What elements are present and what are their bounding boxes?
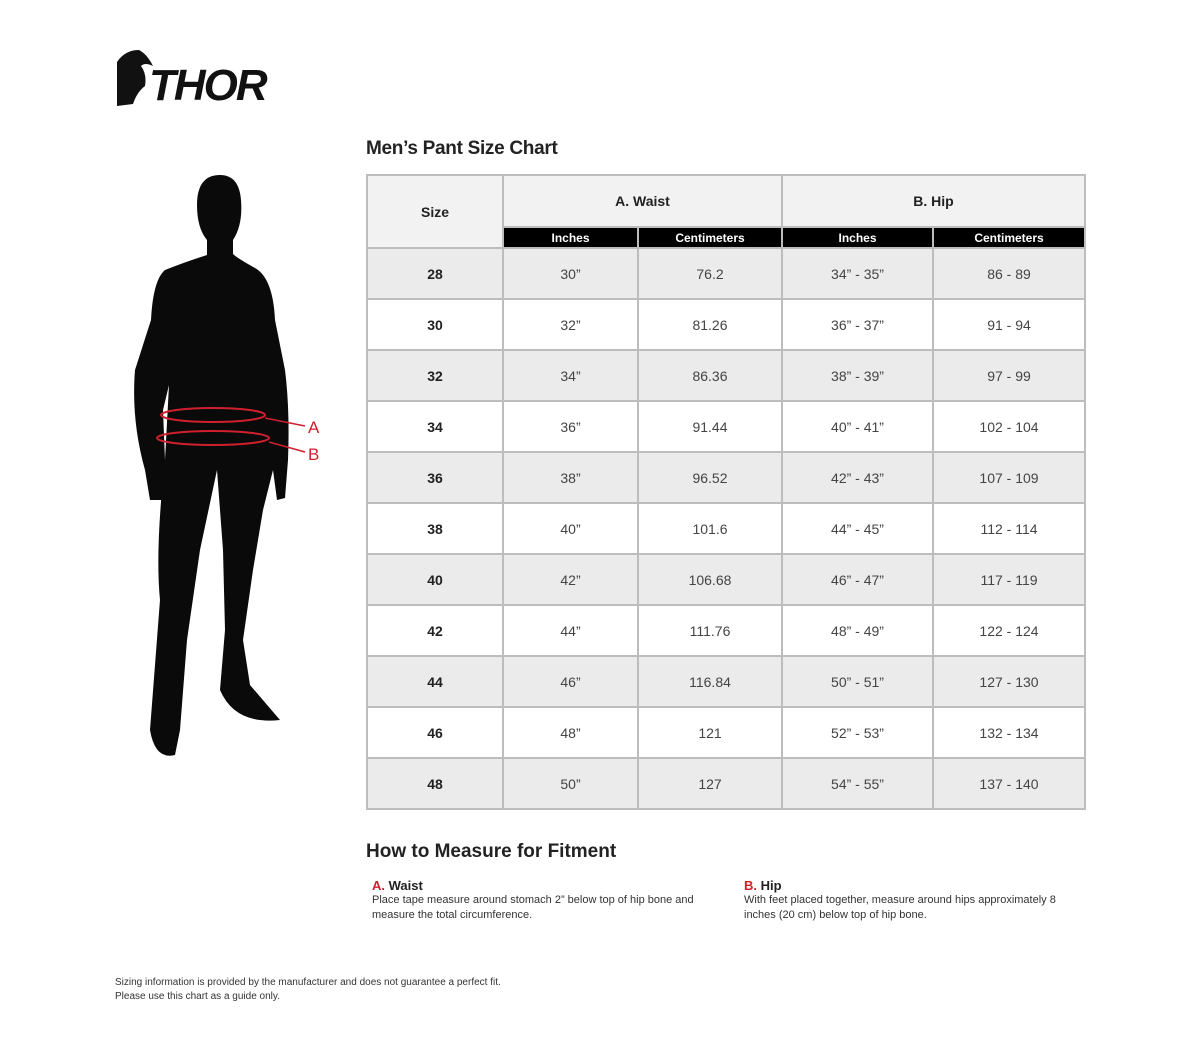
cell-size: 28	[366, 247, 504, 300]
subheader-hip-cm: Centimeters	[932, 226, 1086, 249]
cell-hip-cm: 132 - 134	[932, 706, 1086, 759]
cell-size: 36	[366, 451, 504, 504]
cell-hip-cm: 112 - 114	[932, 502, 1086, 555]
cell-waist-cm: 81.26	[637, 298, 783, 351]
measure-title: How to Measure for Fitment	[366, 841, 617, 862]
chart-title: Men’s Pant Size Chart	[366, 138, 558, 159]
subheader-waist-inches: Inches	[502, 226, 639, 249]
header-size: Size	[366, 174, 504, 249]
header-waist: A. Waist	[502, 174, 783, 228]
hip-letter: B.	[744, 878, 757, 893]
cell-waist-inches: 40”	[502, 502, 639, 555]
cell-waist-inches: 36”	[502, 400, 639, 453]
cell-hip-inches: 40” - 41”	[781, 400, 934, 453]
cell-hip-inches: 36” - 37”	[781, 298, 934, 351]
size-table: Size A. Waist B. Hip Inches Centimeters …	[366, 174, 1086, 810]
cell-waist-inches: 38”	[502, 451, 639, 504]
table-row: 42 44” 111.76 48” - 49” 122 - 124	[366, 604, 1086, 657]
cell-waist-inches: 50”	[502, 757, 639, 810]
disclaimer-line-1: Sizing information is provided by the ma…	[115, 977, 501, 988]
table-row: 32 34” 86.36 38” - 39” 97 - 99	[366, 349, 1086, 402]
cell-hip-inches: 54” - 55”	[781, 757, 934, 810]
cell-waist-cm: 127	[637, 757, 783, 810]
cell-hip-cm: 107 - 109	[932, 451, 1086, 504]
cell-hip-cm: 122 - 124	[932, 604, 1086, 657]
cell-hip-inches: 34” - 35”	[781, 247, 934, 300]
cell-size: 30	[366, 298, 504, 351]
cell-waist-cm: 91.44	[637, 400, 783, 453]
cell-hip-cm: 86 - 89	[932, 247, 1086, 300]
thor-logo: THOR	[115, 48, 290, 113]
table-row: 46 48” 121 52” - 53” 132 - 134	[366, 706, 1086, 759]
cell-waist-inches: 44”	[502, 604, 639, 657]
cell-waist-cm: 96.52	[637, 451, 783, 504]
cell-hip-cm: 97 - 99	[932, 349, 1086, 402]
hip-label: Hip	[760, 878, 782, 893]
cell-size: 42	[366, 604, 504, 657]
cell-waist-cm: 121	[637, 706, 783, 759]
table-row: 48 50” 127 54” - 55” 137 - 140	[366, 757, 1086, 810]
table-row: 40 42” 106.68 46” - 47” 117 - 119	[366, 553, 1086, 606]
cell-size: 44	[366, 655, 504, 708]
cell-size: 32	[366, 349, 504, 402]
cell-waist-inches: 42”	[502, 553, 639, 606]
table-row: 38 40” 101.6 44” - 45” 112 - 114	[366, 502, 1086, 555]
table-row: 30 32” 81.26 36” - 37” 91 - 94	[366, 298, 1086, 351]
table-row: 44 46” 116.84 50” - 51” 127 - 130	[366, 655, 1086, 708]
table-row: 34 36” 91.44 40” - 41” 102 - 104	[366, 400, 1086, 453]
hip-instructions: B. Hip With feet placed together, measur…	[744, 878, 1074, 923]
cell-waist-cm: 116.84	[637, 655, 783, 708]
cell-hip-cm: 102 - 104	[932, 400, 1086, 453]
cell-hip-cm: 91 - 94	[932, 298, 1086, 351]
cell-waist-inches: 34”	[502, 349, 639, 402]
table-row: 28 30” 76.2 34” - 35” 86 - 89	[366, 247, 1086, 300]
cell-hip-inches: 42” - 43”	[781, 451, 934, 504]
cell-waist-inches: 30”	[502, 247, 639, 300]
cell-waist-inches: 46”	[502, 655, 639, 708]
table-row: 36 38” 96.52 42” - 43” 107 - 109	[366, 451, 1086, 504]
label-a: A	[308, 418, 320, 437]
cell-size: 48	[366, 757, 504, 810]
cell-waist-cm: 101.6	[637, 502, 783, 555]
label-b: B	[308, 445, 319, 464]
header-hip: B. Hip	[781, 174, 1086, 228]
disclaimer-line-2: Please use this chart as a guide only.	[115, 991, 280, 1002]
cell-size: 38	[366, 502, 504, 555]
cell-hip-inches: 44” - 45”	[781, 502, 934, 555]
disclaimer: Sizing information is provided by the ma…	[115, 976, 501, 1004]
cell-waist-cm: 86.36	[637, 349, 783, 402]
subheader-hip-inches: Inches	[781, 226, 934, 249]
cell-waist-inches: 48”	[502, 706, 639, 759]
cell-size: 46	[366, 706, 504, 759]
cell-hip-inches: 50” - 51”	[781, 655, 934, 708]
cell-size: 40	[366, 553, 504, 606]
cell-hip-inches: 48” - 49”	[781, 604, 934, 657]
waist-letter: A.	[372, 878, 385, 893]
cell-waist-cm: 111.76	[637, 604, 783, 657]
cell-size: 34	[366, 400, 504, 453]
cell-hip-inches: 38” - 39”	[781, 349, 934, 402]
hip-text: With feet placed together, measure aroun…	[744, 894, 1056, 921]
cell-hip-inches: 46” - 47”	[781, 553, 934, 606]
cell-hip-cm: 127 - 130	[932, 655, 1086, 708]
cell-hip-cm: 117 - 119	[932, 553, 1086, 606]
cell-waist-cm: 106.68	[637, 553, 783, 606]
waist-instructions: A. Waist Place tape measure around stoma…	[372, 878, 702, 923]
cell-hip-cm: 137 - 140	[932, 757, 1086, 810]
subheader-waist-cm: Centimeters	[637, 226, 783, 249]
logo-text: THOR	[149, 61, 268, 108]
waist-label: Waist	[388, 878, 423, 893]
cell-waist-cm: 76.2	[637, 247, 783, 300]
cell-waist-inches: 32”	[502, 298, 639, 351]
body-silhouette: A B	[125, 170, 325, 775]
waist-text: Place tape measure around stomach 2” bel…	[372, 894, 694, 921]
cell-hip-inches: 52” - 53”	[781, 706, 934, 759]
